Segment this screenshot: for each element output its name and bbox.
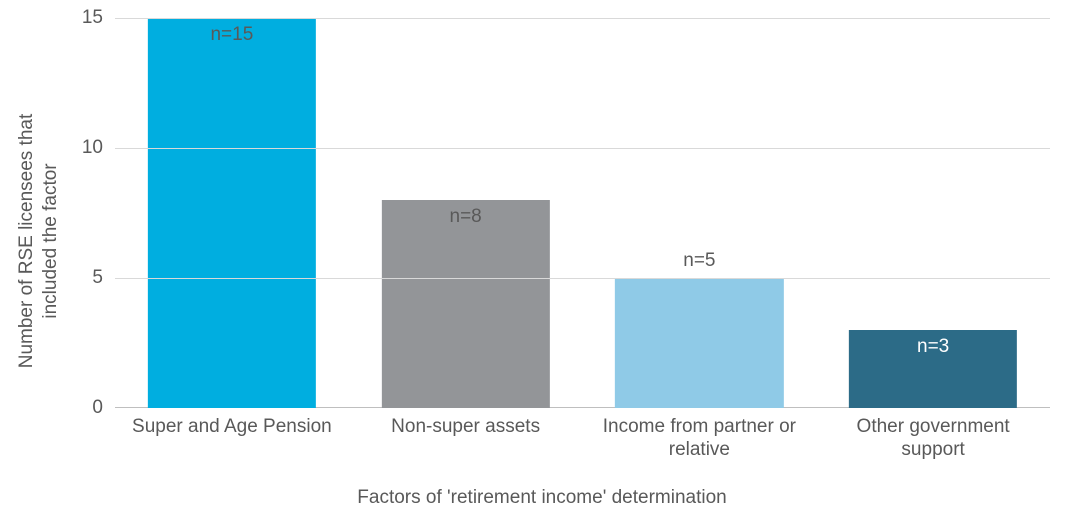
bar [615,278,783,408]
x-tick-label: Super and Age Pension [132,416,332,439]
x-tick-label: Income from partner or relative [603,416,796,462]
bars-container: n=15Super and Age Pensionn=8Non-super as… [115,18,1050,408]
grid-line [115,278,1050,279]
plot-area: n=15Super and Age Pensionn=8Non-super as… [115,18,1050,408]
bar-value-label: n=15 [210,24,253,46]
y-tick-label: 5 [92,267,103,289]
bar-slot: n=15Super and Age Pension [115,18,349,408]
x-tick-label: Other government support [857,416,1010,462]
x-axis-title: Factors of 'retirement income' determina… [0,487,1084,509]
bar-value-label: n=3 [917,336,949,358]
grid-line [115,148,1050,149]
bar-chart: Number of RSE licensees that included th… [0,0,1084,519]
bar [381,200,549,408]
bar-slot: n=8Non-super assets [349,18,583,408]
bar-value-label: n=8 [450,206,482,228]
bar-value-label: n=5 [683,250,715,272]
y-tick-label: 10 [82,137,103,159]
grid-line [115,18,1050,19]
bar-slot: n=5Income from partner or relative [583,18,817,408]
x-tick-label: Non-super assets [391,416,540,439]
y-tick-label: 15 [82,7,103,29]
y-axis-title: Number of RSE licensees that included th… [15,113,63,368]
y-tick-label: 0 [92,397,103,419]
bar [148,18,316,408]
bar-slot: n=3Other government support [816,18,1050,408]
